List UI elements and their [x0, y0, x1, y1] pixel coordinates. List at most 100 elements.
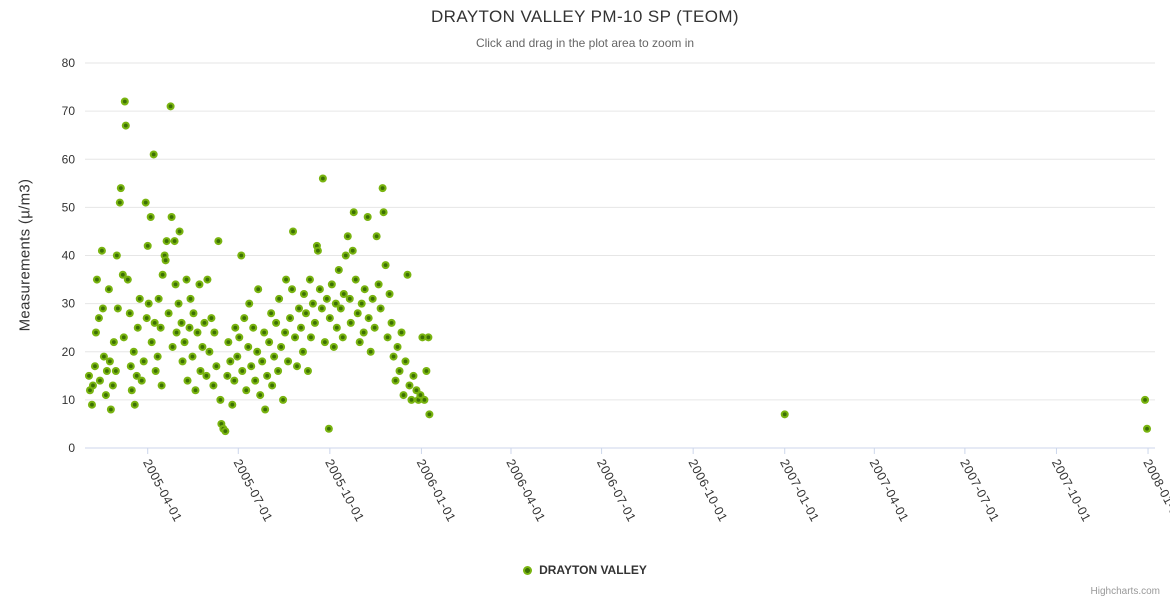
data-point-core [115, 306, 120, 311]
data-point-core [176, 301, 181, 306]
data-point-core [316, 248, 320, 253]
data-point-core [418, 393, 423, 397]
data-point-core [235, 354, 240, 359]
data-point-core [127, 311, 132, 316]
data-point-core [306, 369, 310, 373]
data-point-core [121, 335, 126, 340]
data-point-core [372, 325, 377, 330]
data-point-core [290, 287, 294, 292]
y-tick-label: 70 [62, 104, 76, 118]
data-point-core [272, 354, 277, 359]
data-point-core [152, 320, 157, 325]
data-point-core [284, 277, 288, 282]
data-point-core [347, 296, 352, 301]
data-point-core [148, 215, 153, 219]
data-point-core [216, 239, 221, 243]
x-tick-label: 2005-07-01 [231, 457, 276, 524]
data-point-core [279, 345, 283, 349]
data-point-core [362, 287, 367, 292]
data-point-core [291, 229, 295, 234]
data-point-core [204, 373, 209, 378]
data-point-core [106, 287, 111, 292]
data-point-core [200, 345, 205, 349]
data-point-core [251, 325, 256, 330]
data-point-core [164, 239, 169, 243]
y-axis-title: Measurements (µ/m3) [16, 178, 34, 332]
data-point-core [88, 388, 92, 393]
legend-label: DRAYTON VALLEY [539, 563, 647, 577]
data-point-core [333, 301, 338, 306]
data-point-core [158, 325, 163, 330]
data-point-core [110, 383, 115, 388]
data-point-core [340, 335, 345, 340]
data-point-core [397, 369, 402, 373]
data-point-core [214, 364, 219, 369]
data-point-core [350, 248, 355, 253]
data-point-core [223, 429, 228, 434]
data-point-core [128, 364, 133, 369]
x-tick-label: 2006-07-01 [594, 457, 639, 524]
highcharts-credits-link[interactable]: Highcharts.com [1090, 586, 1160, 597]
data-point-core [403, 359, 408, 364]
data-point-core [141, 359, 146, 364]
data-point-core [393, 378, 398, 383]
data-point-core [108, 407, 113, 412]
data-point-core [202, 320, 207, 325]
data-point-core [239, 253, 244, 258]
data-point-core [411, 373, 416, 378]
data-point-core [336, 268, 341, 272]
data-point-core [118, 186, 123, 191]
data-point-core [256, 287, 261, 292]
data-point-core [355, 311, 360, 316]
data-point-core [329, 282, 334, 287]
data-point-core [366, 316, 371, 320]
data-point-core [311, 301, 315, 306]
legend-item-drayton-valley[interactable]: DRAYTON VALLEY [523, 563, 647, 577]
data-point-core [416, 397, 421, 402]
data-point-core [172, 239, 177, 243]
data-point-core [260, 359, 265, 364]
data-point-core [179, 320, 184, 325]
data-point-core [253, 378, 258, 383]
data-point-core [129, 388, 134, 393]
chart-title: DRAYTON VALLEY PM-10 SP (TEOM) [430, 7, 739, 26]
y-tick-label: 30 [62, 297, 76, 311]
data-point-core [255, 349, 260, 354]
data-point-core [153, 369, 158, 373]
data-point-core [244, 388, 249, 393]
data-point-core [187, 325, 192, 330]
data-point-core [177, 229, 182, 234]
data-point-core [117, 200, 122, 205]
legend: DRAYTON VALLEY [0, 563, 1170, 577]
data-point-core [87, 373, 91, 378]
data-point-core [385, 335, 390, 340]
series-marker-icon [523, 565, 533, 575]
y-tick-label: 0 [68, 441, 75, 455]
data-point-core [218, 397, 223, 402]
data-point-core [132, 402, 137, 407]
data-point-core [399, 330, 404, 335]
x-tick-label: 2007-10-01 [1049, 457, 1094, 524]
data-point-core [90, 402, 94, 407]
data-point-core [198, 369, 203, 373]
data-point-core [338, 306, 343, 311]
data-point-core [155, 354, 160, 359]
data-point-core [293, 335, 297, 340]
data-point-core [94, 330, 98, 335]
data-point-core [353, 277, 358, 282]
x-tick-label: 2006-01-01 [414, 457, 459, 524]
data-point-core [209, 316, 214, 320]
data-point-core [302, 292, 306, 296]
data-point-core [327, 316, 332, 320]
x-tick-label: 2005-10-01 [322, 457, 367, 524]
x-tick-label: 2005-04-01 [140, 457, 185, 524]
data-point-core [319, 306, 324, 311]
data-point-core [190, 354, 195, 359]
x-axis-ticks [147, 448, 1149, 454]
data-point-core [274, 320, 279, 325]
data-point-core [160, 272, 165, 277]
data-point-core [326, 426, 331, 431]
data-point-core [343, 253, 348, 258]
